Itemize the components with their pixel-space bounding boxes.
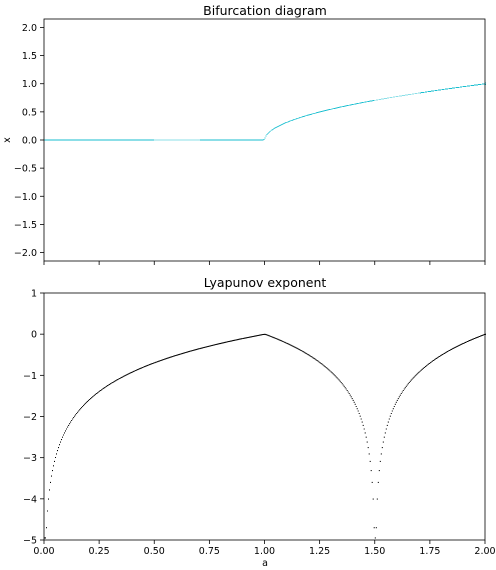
lyapunov-x-ticks: 0.00 0.25 0.50 0.75 1.00 1.25 1.50 1.75 2.00 — [33, 540, 496, 557]
lyapunov-y-tick-label: −4 — [23, 494, 37, 505]
lyapunov-title: Lyapunov exponent — [204, 275, 327, 290]
lyapunov-y-tick-label: −5 — [23, 536, 37, 547]
lyapunov-x-tick-label: 1.25 — [309, 546, 330, 557]
bifurcation-y-tick-label: −1.0 — [14, 192, 37, 203]
lyapunov-x-tick-label: 2.00 — [474, 546, 495, 557]
bifurcation-y-tick-label: 1.0 — [22, 79, 37, 90]
lyapunov-x-tick-label: 1.00 — [254, 546, 275, 557]
lyapunov-y-tick-label: −1 — [23, 371, 37, 382]
lyapunov-axes-frame — [43, 292, 486, 541]
lyapunov-y-tick-label: 0 — [31, 330, 37, 341]
bifurcation-title: Bifurcation diagram — [203, 3, 327, 18]
lyapunov-x-tick-label: 0.50 — [144, 546, 165, 557]
bifurcation-points — [44, 82, 486, 141]
bifurcation-attractor-points — [44, 82, 486, 141]
bifurcation-y-tick-label: −1.5 — [14, 220, 37, 231]
lyapunov-x-tick-label: 1.75 — [419, 546, 440, 557]
bifurcation-y-tick-label: 2.0 — [22, 23, 37, 34]
bifurcation-y-tick-label: 0.0 — [22, 136, 37, 147]
lyapunov-x-label: a — [262, 558, 268, 569]
lyapunov-y-tick-label: −2 — [23, 412, 37, 423]
bifurcation-y-label: x — [2, 137, 13, 143]
lyapunov-y-tick-label: −3 — [23, 453, 37, 464]
bifurcation-y-tick-label: 0.5 — [22, 107, 37, 118]
bifurcation-panel: Bifurcation diagram x 2.0 1.5 1.0 0.5 0.0 −0.… — [2, 3, 486, 265]
bifurcation-y-tick-label: −0.5 — [14, 164, 37, 175]
bifurcation-y-ticks: 2.0 1.5 1.0 0.5 0.0 −0.5 −1.0 −1.5 −2.0 — [14, 23, 44, 259]
lyapunov-panel: Lyapunov exponent 10−1−2−3−4−5 0.00 0.25 0… — [23, 275, 496, 569]
lyapunov-x-tick-label: 0.25 — [89, 546, 110, 557]
bifurcation-y-tick-label: −2.0 — [14, 248, 37, 259]
lyapunov-x-tick-label: 1.50 — [364, 546, 385, 557]
bifurcation-axes-frame — [43, 18, 486, 262]
lyapunov-x-tick-label: 0.00 — [33, 546, 54, 557]
lyapunov-points — [44, 333, 486, 539]
lyapunov-x-tick-label: 0.75 — [199, 546, 220, 557]
bifurcation-y-tick-label: 1.5 — [22, 51, 37, 62]
bifurcation-x-ticks — [43, 261, 486, 265]
lyapunov-y-ticks: 1 0 −1 −2 −3 −4 −5 — [23, 289, 44, 547]
lyapunov-y-tick-label: 1 — [31, 289, 37, 300]
lyapunov-negative-points — [44, 333, 486, 539]
